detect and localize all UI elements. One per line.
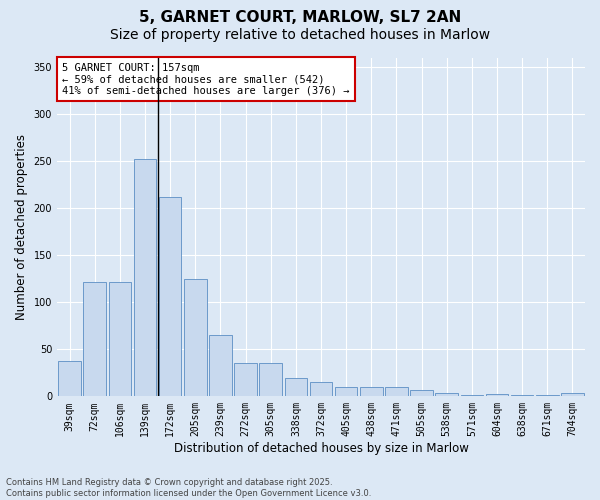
Bar bbox=[284, 378, 307, 396]
Bar bbox=[159, 197, 181, 396]
Bar bbox=[310, 382, 332, 396]
Bar bbox=[335, 387, 358, 396]
Bar bbox=[83, 282, 106, 397]
Bar bbox=[234, 364, 257, 396]
X-axis label: Distribution of detached houses by size in Marlow: Distribution of detached houses by size … bbox=[173, 442, 469, 455]
Bar bbox=[109, 282, 131, 397]
Bar bbox=[360, 387, 383, 396]
Bar bbox=[410, 390, 433, 396]
Text: Contains HM Land Registry data © Crown copyright and database right 2025.
Contai: Contains HM Land Registry data © Crown c… bbox=[6, 478, 371, 498]
Bar bbox=[561, 392, 584, 396]
Bar bbox=[385, 387, 408, 396]
Text: 5 GARNET COURT: 157sqm
← 59% of detached houses are smaller (542)
41% of semi-de: 5 GARNET COURT: 157sqm ← 59% of detached… bbox=[62, 62, 350, 96]
Bar bbox=[436, 392, 458, 396]
Bar bbox=[209, 335, 232, 396]
Bar bbox=[134, 159, 157, 396]
Text: 5, GARNET COURT, MARLOW, SL7 2AN: 5, GARNET COURT, MARLOW, SL7 2AN bbox=[139, 10, 461, 25]
Text: Size of property relative to detached houses in Marlow: Size of property relative to detached ho… bbox=[110, 28, 490, 42]
Bar bbox=[184, 278, 206, 396]
Bar bbox=[485, 394, 508, 396]
Bar bbox=[58, 360, 81, 396]
Y-axis label: Number of detached properties: Number of detached properties bbox=[15, 134, 28, 320]
Bar bbox=[259, 364, 282, 396]
